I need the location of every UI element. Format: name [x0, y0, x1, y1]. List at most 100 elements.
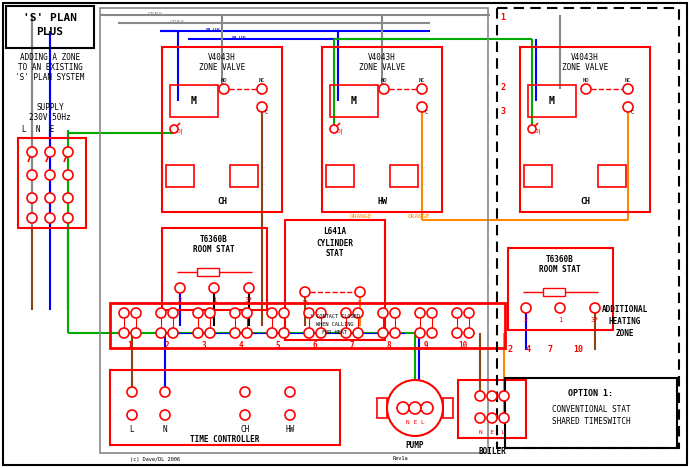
Text: L  N  E: L N E — [22, 125, 55, 134]
Circle shape — [240, 410, 250, 420]
Circle shape — [131, 328, 141, 338]
Text: NO: NO — [221, 78, 227, 82]
Bar — [505, 378, 677, 448]
Bar — [18, 138, 86, 228]
Text: 2: 2 — [508, 345, 513, 354]
Text: L641A: L641A — [324, 227, 346, 236]
Text: 4: 4 — [239, 342, 244, 351]
Circle shape — [205, 328, 215, 338]
Text: Rev1a: Rev1a — [392, 456, 408, 461]
Bar — [520, 47, 650, 212]
Circle shape — [590, 303, 600, 313]
Text: TO AN EXISTING: TO AN EXISTING — [18, 64, 82, 73]
Text: C: C — [358, 300, 362, 306]
Circle shape — [330, 125, 338, 133]
Text: BLUE: BLUE — [232, 36, 247, 41]
Text: ORANGE: ORANGE — [350, 213, 373, 219]
Text: 2: 2 — [500, 83, 506, 93]
Circle shape — [623, 102, 633, 112]
Circle shape — [415, 328, 425, 338]
Text: FOR HEAT: FOR HEAT — [322, 329, 348, 335]
Circle shape — [417, 102, 427, 112]
Circle shape — [316, 328, 326, 338]
Text: HW: HW — [286, 425, 295, 434]
Text: NC: NC — [259, 78, 265, 82]
Circle shape — [267, 308, 277, 318]
Circle shape — [219, 84, 229, 94]
Text: 1: 1 — [558, 317, 562, 323]
Circle shape — [487, 413, 497, 423]
Text: ADDING A ZONE: ADDING A ZONE — [20, 53, 80, 63]
Circle shape — [45, 170, 55, 180]
Circle shape — [353, 328, 363, 338]
Circle shape — [27, 147, 37, 157]
Circle shape — [379, 84, 389, 94]
Circle shape — [244, 283, 254, 293]
Circle shape — [279, 308, 289, 318]
Circle shape — [242, 328, 252, 338]
Circle shape — [127, 410, 137, 420]
Text: V4043H: V4043H — [368, 52, 396, 61]
Circle shape — [27, 213, 37, 223]
Text: N E L: N E L — [406, 419, 424, 424]
Bar — [285, 220, 385, 340]
Text: 10: 10 — [573, 345, 583, 354]
Circle shape — [415, 308, 425, 318]
Circle shape — [521, 303, 531, 313]
Text: ROOM STAT: ROOM STAT — [539, 265, 581, 275]
Circle shape — [45, 193, 55, 203]
Text: OPTION 1:: OPTION 1: — [569, 388, 613, 397]
Text: ORANGE: ORANGE — [408, 213, 431, 219]
Circle shape — [390, 308, 400, 318]
Circle shape — [267, 328, 277, 338]
Bar — [497, 8, 679, 448]
Text: NC: NC — [624, 78, 631, 82]
Circle shape — [230, 328, 240, 338]
Text: 7: 7 — [547, 345, 553, 354]
Circle shape — [475, 413, 485, 423]
Circle shape — [205, 308, 215, 318]
Bar — [170, 85, 218, 117]
Bar — [524, 165, 552, 187]
Text: L: L — [130, 425, 135, 434]
Text: 10: 10 — [458, 342, 468, 351]
Text: N: N — [163, 425, 167, 434]
Circle shape — [341, 308, 351, 318]
Text: TIME CONTROLLER: TIME CONTROLLER — [190, 434, 259, 444]
Circle shape — [355, 287, 365, 297]
Circle shape — [464, 328, 474, 338]
Text: 3*: 3* — [245, 297, 253, 303]
Text: WHEN CALLING: WHEN CALLING — [316, 322, 354, 327]
Bar — [230, 165, 258, 187]
Text: BOILER: BOILER — [478, 447, 506, 456]
Circle shape — [242, 308, 252, 318]
Text: C: C — [264, 110, 268, 115]
Circle shape — [452, 308, 462, 318]
Bar — [458, 380, 526, 438]
Circle shape — [285, 387, 295, 397]
Circle shape — [156, 328, 166, 338]
Text: ADDITIONAL: ADDITIONAL — [602, 306, 648, 314]
Bar — [100, 8, 488, 453]
Text: NC: NC — [419, 78, 425, 82]
Text: 8: 8 — [386, 342, 391, 351]
Text: GREY: GREY — [170, 20, 185, 24]
Text: M: M — [191, 96, 197, 106]
Circle shape — [487, 391, 497, 401]
Circle shape — [160, 410, 170, 420]
Bar — [508, 248, 613, 330]
Circle shape — [421, 402, 433, 414]
Circle shape — [475, 391, 485, 401]
Text: T6360B: T6360B — [546, 256, 574, 264]
Circle shape — [341, 328, 351, 338]
Circle shape — [63, 170, 73, 180]
Text: NO: NO — [381, 78, 387, 82]
Circle shape — [45, 213, 55, 223]
Circle shape — [555, 303, 565, 313]
Text: 230V 50Hz: 230V 50Hz — [29, 114, 71, 123]
Text: CYLINDER: CYLINDER — [317, 239, 353, 248]
Text: 1: 1 — [500, 14, 506, 22]
Bar — [166, 165, 194, 187]
Text: 3: 3 — [500, 108, 506, 117]
Text: O|: O| — [176, 128, 184, 134]
